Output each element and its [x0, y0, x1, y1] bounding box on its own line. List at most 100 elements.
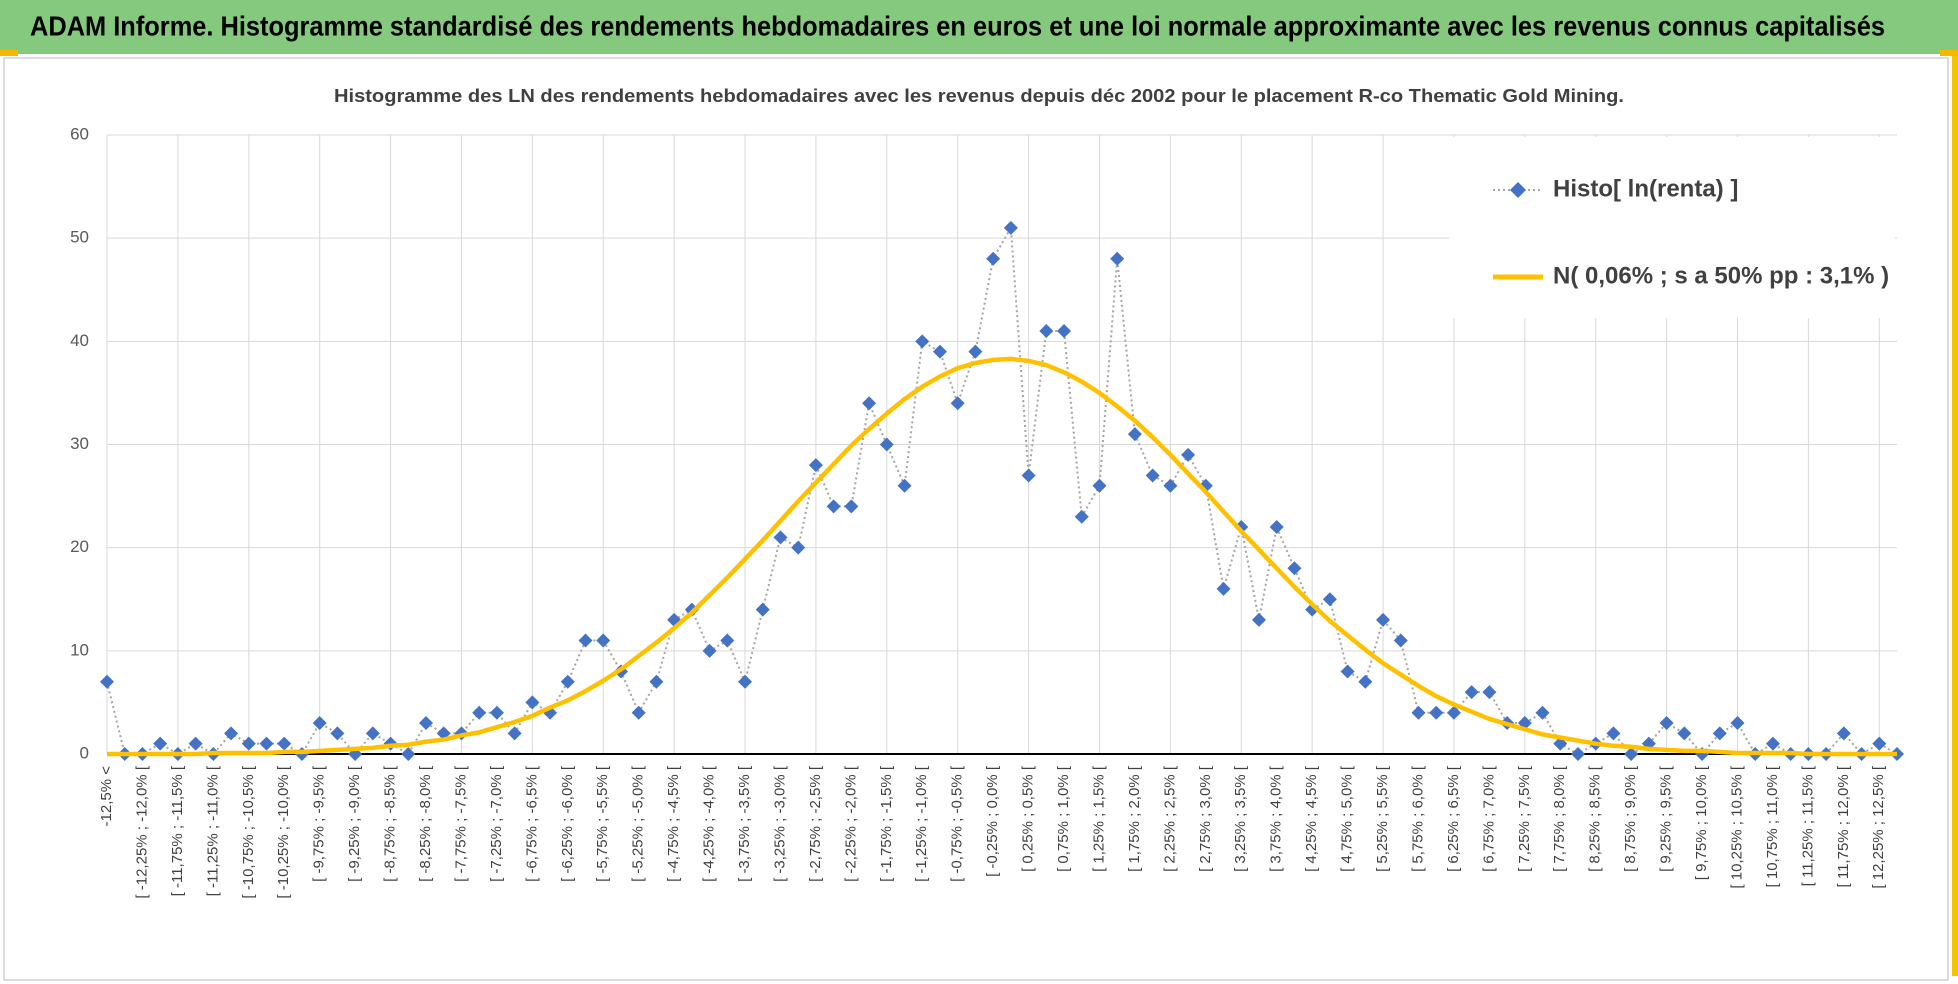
data-point	[1446, 705, 1461, 720]
data-point	[312, 716, 327, 731]
data-point	[401, 747, 416, 761]
data-point	[224, 726, 239, 741]
data-point	[241, 736, 256, 751]
x-tick-label: [ 4,25% ; 4,5% [	[1303, 765, 1320, 872]
data-point	[791, 540, 806, 555]
data-point	[365, 726, 380, 741]
x-tick-label: [ 10,25% ; 10,5% [	[1728, 765, 1745, 888]
chart-frame	[3, 57, 1949, 981]
x-tick-label: [ 9,75% ; 10,0% [	[1693, 765, 1710, 880]
x-tick-label: [ 0,75% ; 1,0% [	[1055, 765, 1072, 872]
x-tick-label: [ -1,25% ; -1,0% [	[913, 765, 930, 882]
x-tick-label: [ 8,25% ; 8,5% [	[1587, 765, 1604, 872]
x-tick-label: [ 10,75% ; 11,0% [	[1764, 765, 1781, 887]
data-point	[1606, 726, 1621, 741]
data-point	[1429, 705, 1444, 720]
data-point	[1181, 447, 1196, 462]
x-tick-label: [ 0,25% ; 0,5% [	[1020, 765, 1037, 872]
corner-mark	[0, 50, 18, 56]
data-point	[932, 344, 947, 359]
x-tick-label: [ 2,25% ; 2,5% [	[1161, 765, 1178, 872]
x-tick-label: [ -2,75% ; -2,5% [	[807, 765, 824, 882]
x-tick-label: [ 4,75% ; 5,0% [	[1339, 765, 1356, 872]
x-tick-label: [ -6,75% ; -6,5% [	[523, 765, 540, 882]
x-tick-label: [ -9,75% ; -9,5% [	[311, 765, 328, 882]
x-tick-label: [ -8,75% ; -8,5% [	[382, 765, 399, 882]
data-point	[1092, 478, 1107, 493]
x-tick-label: [ 1,25% ; 1,5% [	[1090, 765, 1107, 872]
data-point	[950, 396, 965, 411]
data-point	[826, 499, 841, 514]
data-point	[1765, 736, 1780, 751]
corner-mark	[1940, 50, 1958, 56]
y-tick-label: 40	[70, 331, 89, 350]
data-point	[1872, 736, 1887, 751]
x-tick-label: [ 1,75% ; 2,0% [	[1126, 765, 1143, 872]
data-point	[1163, 478, 1178, 493]
legend-box	[1449, 137, 1895, 318]
x-tick-label: [ -2,25% ; -2,0% [	[842, 765, 859, 882]
data-point	[1127, 427, 1142, 442]
data-point	[1110, 251, 1125, 266]
x-tick-label: [ -5,75% ; -5,5% [	[594, 765, 611, 882]
data-point	[844, 499, 859, 514]
data-point	[1287, 561, 1302, 576]
data-point	[330, 726, 345, 741]
data-point	[472, 705, 487, 720]
data-point	[153, 736, 168, 751]
data-point	[1411, 705, 1426, 720]
data-point	[1464, 685, 1479, 700]
data-point	[100, 674, 114, 689]
data-point	[1393, 633, 1408, 648]
x-tick-label: [ 6,25% ; 6,5% [	[1445, 765, 1462, 872]
x-tick-label: [ 6,75% ; 7,0% [	[1480, 765, 1497, 872]
data-point	[1251, 612, 1266, 627]
data-point	[1624, 747, 1639, 761]
data-point	[596, 633, 611, 648]
x-tick-label: [ -3,25% ; -3,0% [	[771, 765, 788, 882]
plot: 0 10 20 30 40 50 60 -12,5% < [ -12,25% ; -12,0% …	[70, 124, 1904, 899]
x-tick-label: [ 7,75% ; 8,0% [	[1551, 765, 1568, 872]
x-tick-label: [ 8,75% ; 9,0% [	[1622, 765, 1639, 872]
x-tick-label: [ -5,25% ; -5,0% [	[630, 765, 647, 882]
data-point	[1074, 509, 1089, 524]
data-point	[1145, 468, 1160, 483]
data-point	[631, 705, 646, 720]
data-point	[560, 674, 575, 689]
y-tick-label: 0	[80, 743, 89, 762]
data-point	[1712, 726, 1727, 741]
x-tick-label: [ -8,25% ; -8,0% [	[417, 765, 434, 882]
x-tick-label: [ -10,25% ; -10,0% [	[275, 765, 292, 898]
x-tick-label: [ 7,25% ; 7,5% [	[1516, 765, 1533, 872]
x-tick-label: [ -4,25% ; -4,0% [	[701, 765, 718, 882]
data-point	[1039, 324, 1054, 339]
data-point	[1570, 747, 1585, 761]
chart-title: Histogramme des LN des rendements hebdom…	[334, 86, 1624, 106]
data-point	[1269, 520, 1284, 535]
x-tick-label: [ 5,75% ; 6,0% [	[1409, 765, 1426, 872]
data-point	[1340, 664, 1355, 679]
series-line	[107, 356, 1897, 757]
x-tick-label: [ -12,25% ; -12,0% [	[133, 765, 150, 898]
y-tick-label: 60	[70, 124, 89, 143]
data-point	[897, 478, 912, 493]
x-tick-label: [ -7,75% ; -7,5% [	[452, 765, 469, 882]
x-tick-label: [ -0,75% ; -0,5% [	[949, 765, 966, 882]
data-point	[862, 396, 877, 411]
x-tick-label: [ -11,25% ; -11,0% [	[204, 765, 221, 896]
x-tick-label: [ -9,25% ; -9,0% [	[346, 765, 363, 882]
side-mark	[1952, 56, 1958, 976]
data-point	[1216, 581, 1231, 596]
x-tick-label: [ 11,75% ; 12,0% [	[1835, 765, 1852, 887]
data-point	[1677, 726, 1692, 741]
legend-marker	[1510, 182, 1526, 198]
x-tick-label: [ -3,75% ; -3,5% [	[736, 765, 753, 882]
data-point	[738, 674, 753, 689]
data-point	[1535, 705, 1550, 720]
data-point	[277, 736, 292, 751]
data-point	[489, 705, 504, 720]
data-point	[188, 736, 203, 751]
x-tick-label: [ 12,25% ; 12,5% [	[1870, 765, 1887, 888]
x-tick-label: [ 2,75% ; 3,0% [	[1197, 765, 1214, 872]
